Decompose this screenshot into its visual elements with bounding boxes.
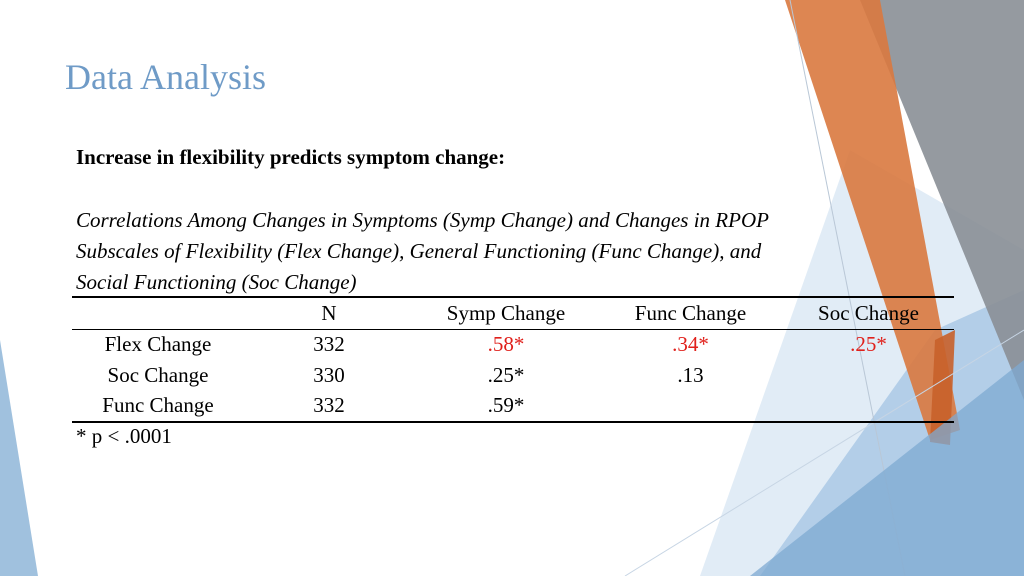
table-cell: .25*: [850, 332, 887, 357]
table-cell: [783, 390, 954, 423]
table-cell: .58*: [487, 332, 525, 357]
table-row: Soc Change 330 .25* .13: [72, 360, 954, 391]
caption-line: Subscales of Flexibility (Flex Change), …: [76, 239, 762, 263]
facet-line-2: [624, 329, 1024, 576]
table-row: Flex Change 332 .58* .34* .25*: [72, 329, 954, 360]
table-cell: .13: [677, 362, 704, 387]
header-cell: Func Change: [598, 296, 783, 330]
table-row: Func Change 332 .59*: [72, 390, 954, 423]
table-caption: Correlations Among Changes in Symptoms (…: [76, 205, 936, 298]
slide-subtitle: Increase in flexibility predicts symptom…: [76, 145, 506, 169]
correlation-table: N Symp Change Func Change Soc Change Fle…: [72, 296, 954, 423]
table-cell: 332: [313, 332, 345, 357]
table-header-row: N Symp Change Func Change Soc Change: [72, 296, 954, 330]
left-blue-sliver: [0, 340, 38, 576]
row-label: Flex Change: [104, 332, 212, 357]
caption-line: Social Functioning (Soc Change): [76, 270, 357, 294]
table-cell: .34*: [672, 332, 709, 357]
caption-line: Correlations Among Changes in Symptoms (…: [76, 208, 769, 232]
slide-title: Data Analysis: [65, 57, 266, 97]
lower-blue-facet: [750, 360, 1024, 576]
header-cell: Soc Change: [783, 296, 954, 330]
table-cell: 330: [313, 362, 345, 387]
header-cell: Symp Change: [414, 296, 598, 330]
orange-facet: [785, 0, 960, 440]
table-cell: [783, 360, 954, 391]
row-label: Func Change: [72, 390, 244, 423]
table-cell: [598, 390, 783, 423]
table-cell: .59*: [414, 390, 598, 423]
header-cell: [72, 296, 244, 330]
table-cell: 332: [244, 390, 414, 423]
table-cell: .25*: [487, 362, 525, 387]
table-footnote: * p < .0001: [76, 424, 172, 448]
header-cell: N: [244, 296, 414, 330]
gray-facet: [860, 0, 1024, 400]
row-label: Soc Change: [107, 362, 209, 387]
